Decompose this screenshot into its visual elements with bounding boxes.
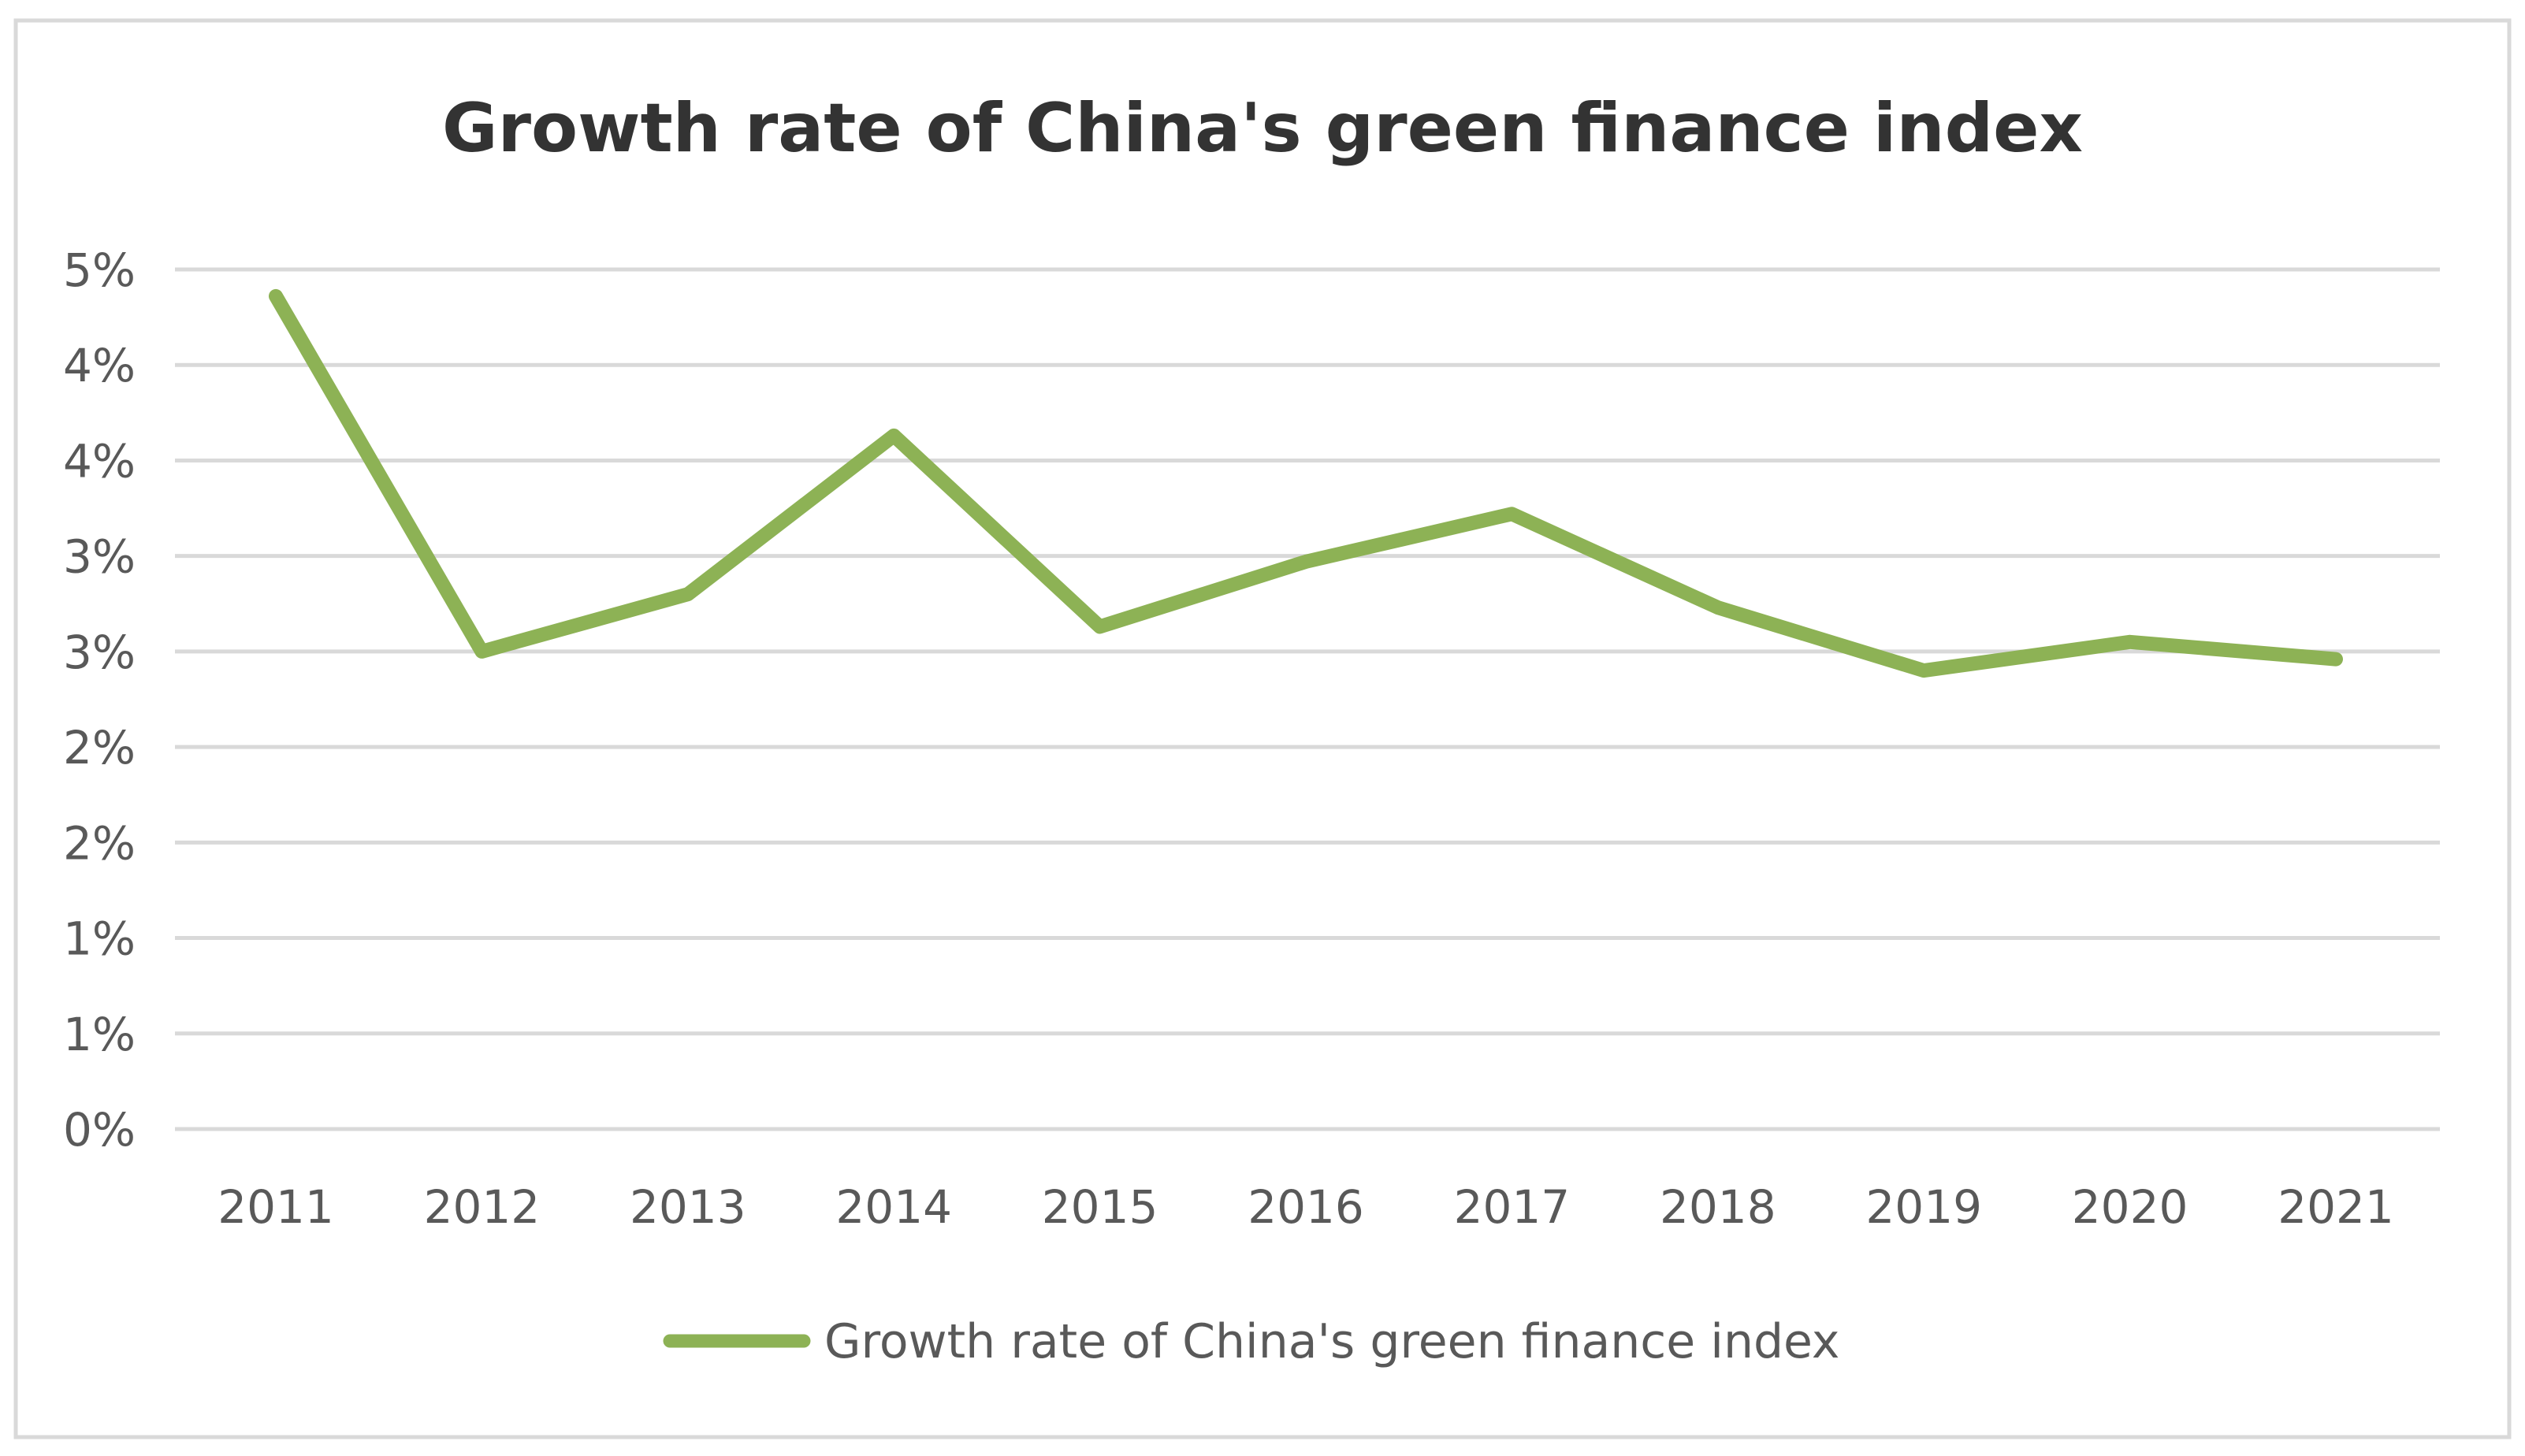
x-tick-label: 2021 (2278, 1180, 2394, 1234)
y-tick-label: 4% (63, 339, 136, 392)
data-point (2335, 659, 2337, 660)
x-tick-label: 2012 (424, 1180, 541, 1234)
legend: Growth rate of China's green finance ind… (663, 1314, 1839, 1369)
x-tick-label: 2019 (1865, 1180, 1982, 1234)
data-point (1305, 561, 1307, 563)
legend-label: Growth rate of China's green finance ind… (824, 1314, 1839, 1369)
y-tick-label: 3% (63, 626, 136, 679)
data-point (1717, 607, 1719, 608)
x-tick-label: 2013 (630, 1180, 746, 1234)
x-tick-label: 2020 (2072, 1180, 2188, 1234)
y-tick-label: 2% (63, 721, 136, 774)
series-line (269, 288, 2343, 678)
x-tick-label: 2017 (1454, 1180, 1571, 1234)
data-point (275, 295, 277, 297)
x-axis-tick-labels: 2011 2012 2013 2014 2015 2016 2017 2018 2019 2020… (218, 1180, 2394, 1234)
data-point (893, 435, 894, 436)
y-tick-label: 3% (63, 530, 136, 584)
y-tick-label: 4% (63, 434, 136, 488)
x-tick-label: 2016 (1248, 1180, 1364, 1234)
y-tick-label: 5% (63, 243, 136, 297)
x-tick-label: 2011 (218, 1180, 334, 1234)
x-tick-label: 2015 (1042, 1180, 1158, 1234)
data-point (2129, 641, 2131, 643)
data-point (687, 593, 689, 595)
y-tick-label: 0% (63, 1103, 136, 1157)
data-point (481, 651, 482, 652)
chart-border (13, 18, 2512, 1439)
chart-title: Growth rate of China's green finance ind… (442, 89, 2083, 168)
y-axis-tick-labels: 0% 1% 1% 2% 2% 3% 3% 4% 4% 5% (63, 243, 136, 1157)
y-tick-label: 1% (63, 1008, 136, 1061)
data-point (1099, 626, 1101, 627)
x-tick-label: 2014 (835, 1180, 952, 1234)
data-point (1511, 513, 1512, 514)
y-tick-label: 2% (63, 816, 136, 870)
data-point (1923, 670, 1924, 671)
series-group (269, 288, 2343, 678)
x-tick-label: 2018 (1660, 1180, 1776, 1234)
y-tick-label: 1% (63, 912, 136, 966)
